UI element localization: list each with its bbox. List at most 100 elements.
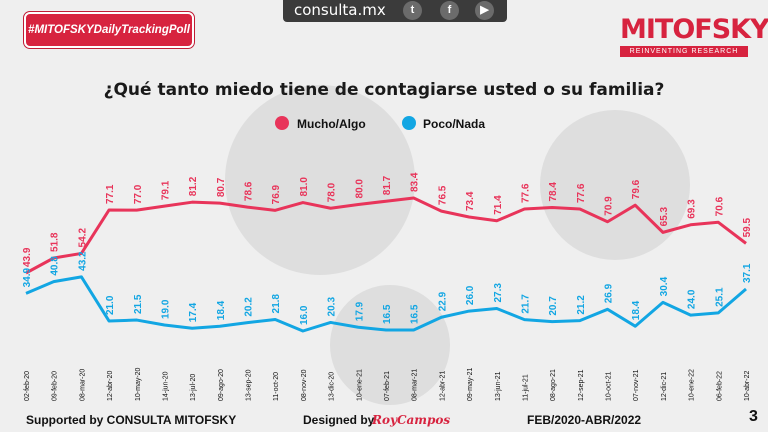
- x-tick-label: 10-oct-21: [606, 371, 613, 401]
- data-label-mucho: 81.0: [299, 177, 310, 197]
- data-label-poco: 21.8: [271, 294, 282, 314]
- background-virus-shape: [540, 110, 690, 260]
- x-tick-label: 09-ago-20: [218, 369, 225, 401]
- x-tick-label: 07-nov-21: [633, 369, 640, 401]
- twitter-icon[interactable]: t: [403, 1, 422, 20]
- background-virus-shape: [330, 285, 450, 405]
- youtube-icon[interactable]: ▶: [475, 1, 494, 20]
- data-label-poco: 16.5: [382, 304, 393, 324]
- data-label-poco: 43.2: [77, 251, 88, 271]
- x-tick-label: 12-abr-20: [107, 371, 114, 401]
- data-label-mucho: 51.8: [50, 232, 61, 252]
- data-label-mucho: 71.4: [493, 195, 504, 215]
- designed-by: Designed by: [303, 413, 375, 427]
- data-label-poco: 26.0: [465, 285, 476, 305]
- x-tick-label: 08-nov-20: [301, 369, 308, 401]
- data-label-mucho: 70.9: [604, 196, 615, 216]
- data-label-poco: 40.8: [50, 256, 61, 276]
- data-label-poco: 21.2: [576, 295, 587, 315]
- hashtag-badge: #MITOFSKYDailyTrackingPoll: [24, 12, 194, 48]
- x-tick-label: 07-feb-21: [384, 371, 391, 401]
- data-label-mucho: 77.6: [520, 183, 531, 203]
- legend-label-poco: Poco/Nada: [423, 117, 486, 131]
- data-label-poco: 26.9: [604, 283, 615, 303]
- data-label-poco: 22.9: [437, 291, 448, 311]
- data-label-poco: 20.7: [548, 296, 559, 316]
- x-tick-label: 13-dic-20: [329, 372, 336, 401]
- data-label-mucho: 79.1: [160, 180, 171, 200]
- data-label-poco: 16.5: [410, 304, 421, 324]
- data-label-poco: 21.5: [133, 294, 144, 314]
- data-label-poco: 19.0: [160, 299, 171, 319]
- designer-signature: RoyCampos: [372, 413, 451, 427]
- supported-by: Supported by CONSULTA MITOFSKY: [26, 413, 237, 427]
- data-label-mucho: 81.7: [382, 175, 393, 195]
- data-label-mucho: 77.6: [576, 183, 587, 203]
- data-label-mucho: 77.0: [133, 184, 144, 204]
- data-label-mucho: 78.0: [327, 182, 338, 202]
- x-tick-label: 14-jun-20: [162, 371, 169, 401]
- data-label-poco: 18.4: [631, 300, 642, 320]
- x-tick-label: 13-jun-21: [495, 371, 502, 401]
- site-link[interactable]: consulta.mx: [294, 1, 386, 19]
- data-label-poco: 21.7: [520, 294, 531, 314]
- data-label-mucho: 80.0: [354, 179, 365, 199]
- x-tick-label: 10-abr-22: [744, 371, 751, 401]
- facebook-icon[interactable]: f: [440, 1, 459, 20]
- data-label-poco: 20.2: [244, 297, 255, 317]
- data-label-mucho: 83.4: [410, 172, 421, 192]
- background-virus-shape: [225, 85, 415, 275]
- data-label-poco: 16.0: [299, 305, 310, 325]
- x-tick-label: 12-abr-21: [439, 371, 446, 401]
- series-line-poco: [25, 275, 747, 333]
- data-label-mucho: 76.9: [271, 184, 282, 204]
- data-label-poco: 17.4: [188, 302, 199, 322]
- data-label-mucho: 69.3: [687, 199, 698, 219]
- chart-title: ¿Qué tanto miedo tiene de contagiarse us…: [103, 80, 665, 100]
- data-label-mucho: 59.5: [742, 217, 753, 237]
- data-label-poco: 25.1: [714, 287, 725, 307]
- x-tick-label: 11-oct-20: [273, 372, 280, 401]
- x-tick-label: 10-ene-22: [689, 369, 696, 401]
- data-label-poco: 21.0: [105, 295, 116, 315]
- legend-marker-mucho: [275, 116, 289, 130]
- x-tick-label: 02-feb-20: [24, 371, 31, 401]
- data-label-mucho: 80.7: [216, 177, 227, 197]
- data-label-poco: 30.4: [659, 276, 670, 296]
- x-tick-label: 08-mar-21: [412, 369, 419, 401]
- x-tick-label: 12-dic-21: [661, 372, 668, 401]
- data-label-poco: 18.4: [216, 300, 227, 320]
- page-number: 3: [749, 408, 758, 425]
- data-label-mucho: 78.4: [548, 182, 559, 202]
- x-tick-label: 08-mar-20: [79, 369, 86, 401]
- date-range: FEB/2020-ABR/2022: [527, 413, 642, 427]
- x-tick-label: 06-feb-22: [716, 371, 723, 401]
- data-label-poco: 27.3: [493, 283, 504, 303]
- data-label-poco: 34.9: [22, 267, 33, 287]
- x-tick-label: 08-ago-21: [550, 369, 557, 401]
- data-label-mucho: 76.5: [437, 185, 448, 205]
- x-tick-label: 10-may-20: [135, 367, 142, 401]
- data-label-poco: 24.0: [687, 289, 698, 309]
- x-tick-label: 11-jul-21: [522, 374, 529, 401]
- data-label-mucho: 78.6: [244, 181, 255, 201]
- series-line-mucho: [25, 196, 747, 275]
- legend-label-mucho: Mucho/Algo: [297, 117, 366, 131]
- data-label-poco: 37.1: [742, 263, 753, 283]
- data-label-mucho: 73.4: [465, 191, 476, 211]
- brand-tagline: REINVENTING RESEARCH: [620, 46, 748, 57]
- data-label-mucho: 77.1: [105, 184, 116, 204]
- data-label-poco: 20.3: [327, 297, 338, 317]
- data-label-mucho: 70.6: [714, 196, 725, 216]
- brand-logo: MITOFSKY: [620, 14, 768, 45]
- legend-marker-poco: [402, 116, 416, 130]
- x-tick-label: 12-sep-21: [578, 369, 585, 401]
- data-label-mucho: 81.2: [188, 176, 199, 196]
- x-tick-label: 13-sep-20: [246, 369, 253, 401]
- data-label-poco: 17.9: [354, 301, 365, 321]
- x-tick-label: 09-feb-20: [52, 371, 59, 401]
- x-tick-label: 13-jul-20: [190, 374, 197, 401]
- data-label-mucho: 79.6: [631, 179, 642, 199]
- x-tick-label: 09-may-21: [467, 367, 474, 401]
